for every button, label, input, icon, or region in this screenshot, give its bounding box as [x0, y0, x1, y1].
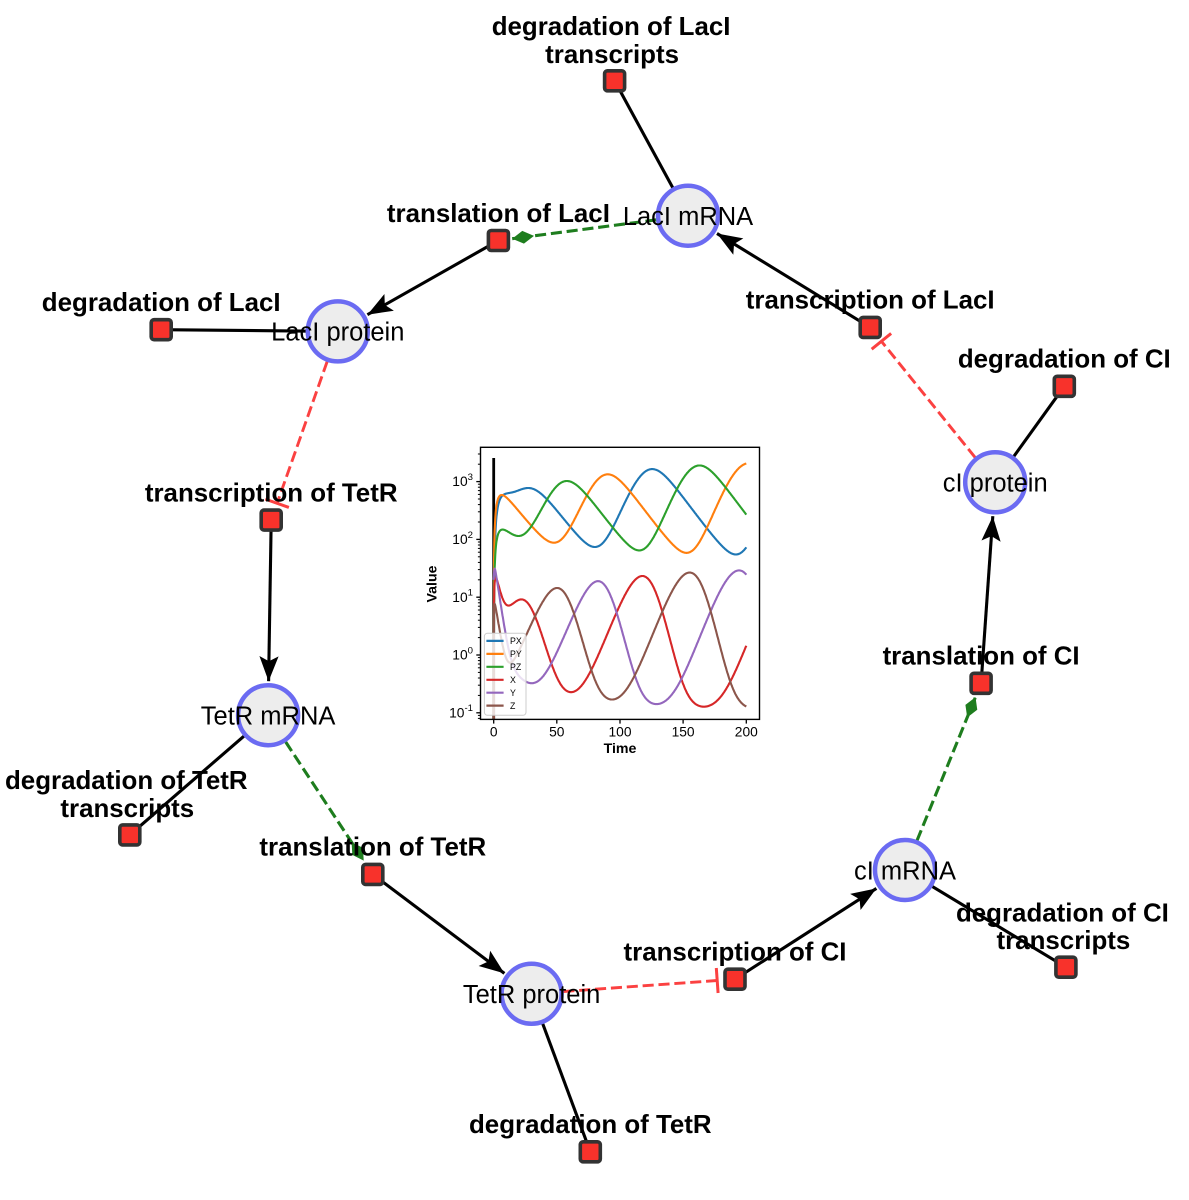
svg-text:transcripts: transcripts: [60, 795, 194, 823]
svg-text:PX: PX: [510, 636, 522, 646]
svg-text:transcription of LacI: transcription of LacI: [746, 287, 995, 315]
svg-text:102: 102: [452, 530, 473, 547]
svg-text:cI protein: cI protein: [943, 470, 1048, 498]
svg-text:Z: Z: [510, 701, 516, 711]
svg-text:degradation of TetR: degradation of TetR: [5, 767, 248, 795]
svg-text:100: 100: [608, 725, 631, 740]
svg-text:150: 150: [672, 725, 695, 740]
svg-text:degradation of CI: degradation of CI: [958, 346, 1171, 374]
svg-text:translation of CI: translation of CI: [883, 643, 1080, 671]
svg-text:degradation of CI: degradation of CI: [956, 900, 1169, 928]
svg-text:transcription of TetR: transcription of TetR: [145, 479, 398, 507]
svg-text:transcripts: transcripts: [996, 927, 1130, 955]
svg-text:100: 100: [452, 645, 473, 662]
svg-text:200: 200: [735, 725, 758, 740]
svg-text:translation of LacI: translation of LacI: [387, 200, 610, 228]
svg-text:Time: Time: [604, 741, 637, 757]
svg-text:TetR mRNA: TetR mRNA: [201, 703, 336, 731]
svg-text:Value: Value: [425, 565, 441, 602]
svg-text:103: 103: [452, 472, 473, 489]
svg-text:Y: Y: [510, 688, 516, 698]
svg-text:degradation of LacI: degradation of LacI: [492, 13, 731, 41]
svg-text:translation of TetR: translation of TetR: [259, 834, 486, 862]
svg-text:cI mRNA: cI mRNA: [854, 857, 956, 885]
svg-text:degradation of LacI: degradation of LacI: [42, 289, 281, 317]
svg-text:PY: PY: [510, 649, 522, 659]
svg-text:LacI protein: LacI protein: [271, 319, 404, 347]
svg-text:50: 50: [549, 725, 565, 740]
svg-text:0: 0: [490, 725, 498, 740]
svg-text:10-1: 10-1: [449, 703, 473, 720]
svg-text:PZ: PZ: [510, 662, 522, 672]
svg-text:101: 101: [452, 588, 473, 605]
svg-text:degradation of TetR: degradation of TetR: [469, 1111, 712, 1139]
svg-text:transcription of CI: transcription of CI: [624, 939, 847, 967]
svg-text:transcripts: transcripts: [545, 41, 679, 69]
svg-text:LacI mRNA: LacI mRNA: [623, 203, 753, 231]
svg-text:X: X: [510, 675, 516, 685]
svg-text:TetR protein: TetR protein: [463, 981, 601, 1009]
